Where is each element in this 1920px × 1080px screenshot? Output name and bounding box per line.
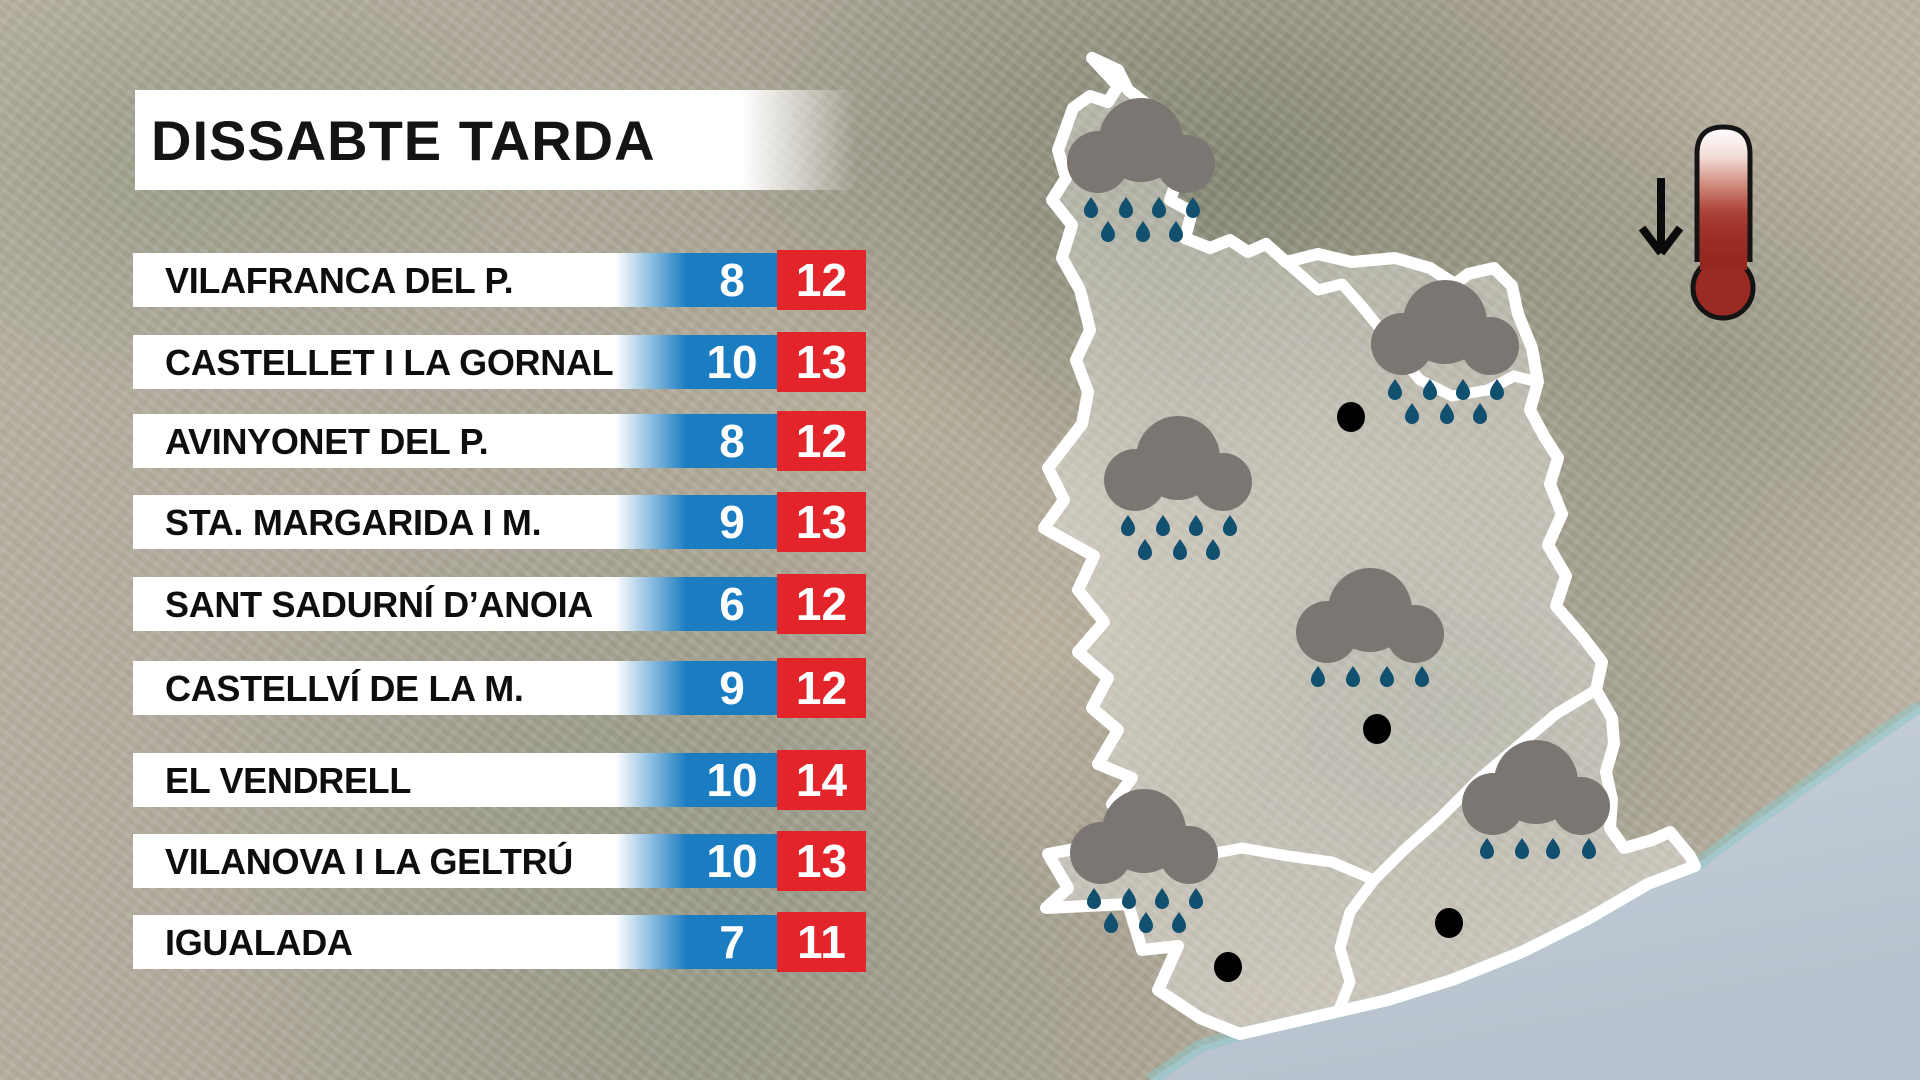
min-temp: 7 [687,915,777,969]
forecast-row: VILAFRANCA DEL P. 8 12 [133,250,866,310]
forecast-row: VILANOVA I LA GELTRÚ 10 13 [133,831,866,891]
rain-cloud-icon-west [1104,416,1252,560]
town-name: STA. MARGARIDA I M. [133,495,687,549]
max-temp: 14 [777,750,866,810]
forecast-row: IGUALADA 7 11 [133,912,866,972]
forecast-row: STA. MARGARIDA I M. 9 13 [133,492,866,552]
town-name: EL VENDRELL [133,753,687,807]
min-temp: 9 [687,661,777,715]
forecast-row: EL VENDRELL 10 14 [133,750,866,810]
min-temp: 8 [687,414,777,468]
min-temp: 10 [687,335,777,389]
location-dot [1363,714,1391,744]
town-name: SANT SADURNÍ D’ANOIA [133,577,687,631]
location-dot [1337,402,1365,432]
down-arrow-icon [1638,178,1684,256]
forecast-row: SANT SADURNÍ D’ANOIA 6 12 [133,574,866,634]
max-temp: 13 [777,332,866,392]
town-name: CASTELLVÍ DE LA M. [133,661,687,715]
min-temp: 10 [687,753,777,807]
max-temp: 13 [777,831,866,891]
rain-cloud-icon-north-east [1371,280,1519,424]
town-name: AVINYONET DEL P. [133,414,687,468]
max-temp: 11 [777,912,866,972]
max-temp: 12 [777,250,866,310]
town-name: VILAFRANCA DEL P. [133,253,687,307]
thermometer-falling-icon [1638,124,1756,321]
min-temp: 10 [687,834,777,888]
rain-cloud-icon-south-east [1462,740,1610,859]
max-temp: 12 [777,411,866,471]
rain-cloud-icon-south-west [1070,789,1218,933]
town-name: CASTELLET I LA GORNAL [133,335,687,389]
location-dot [1435,908,1463,938]
max-temp: 12 [777,658,866,718]
max-temp: 13 [777,492,866,552]
forecast-row: CASTELLVÍ DE LA M. 9 12 [133,658,866,718]
rain-cloud-icon-center [1296,568,1444,687]
forecast-row: AVINYONET DEL P. 8 12 [133,411,866,471]
town-name: IGUALADA [133,915,687,969]
max-temp: 12 [777,574,866,634]
page-title: DISSABTE TARDA [151,108,656,172]
title-band: DISSABTE TARDA [135,90,857,190]
location-dot [1214,952,1242,982]
min-temp: 6 [687,577,777,631]
min-temp: 8 [687,253,777,307]
location-dots [1214,402,1463,982]
rain-cloud-icon-north [1067,98,1215,242]
town-name: VILANOVA I LA GELTRÚ [133,834,687,888]
min-temp: 9 [687,495,777,549]
forecast-row: CASTELLET I LA GORNAL 10 13 [133,332,866,392]
